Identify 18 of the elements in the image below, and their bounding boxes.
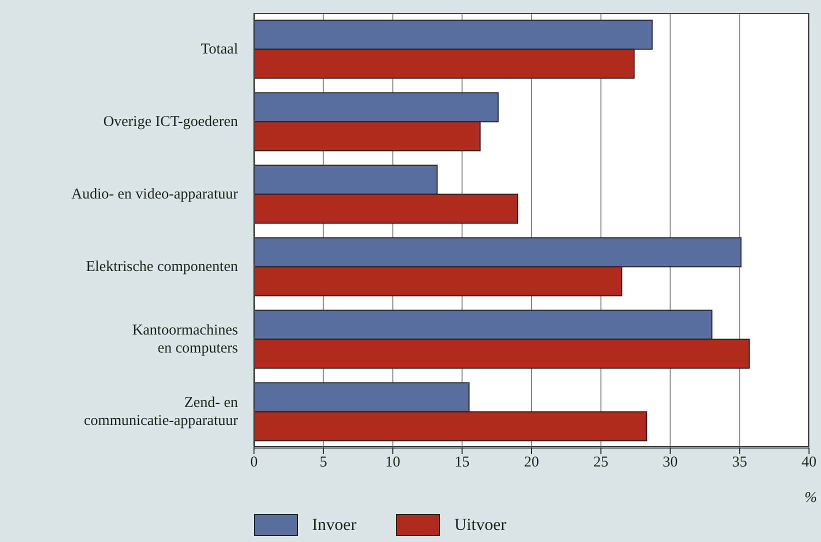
x-tick-label: 20 <box>524 454 539 471</box>
y-tick-label: Audio- en video-apparatuur <box>71 186 238 202</box>
x-tick-label: 40 <box>802 454 816 471</box>
y-tick-label: Kantoormachines en computers <box>132 322 238 356</box>
legend-label: Invoer <box>312 515 356 535</box>
x-tick-label: 25 <box>593 454 608 471</box>
x-tick-label: 10 <box>385 454 400 471</box>
x-tick-label: 0 <box>250 454 258 471</box>
x-tick-label: 15 <box>454 454 470 471</box>
y-tick-label: Zend- en communicatie-apparatuur <box>84 394 238 429</box>
x-tick-label: 35 <box>732 454 748 471</box>
x-tick-label: 5 <box>320 454 328 471</box>
legend-label: Uitvoer <box>454 515 506 535</box>
y-tick-label: Overige ICT-goederen <box>103 114 238 130</box>
x-tick-label: 30 <box>662 454 678 471</box>
y-tick-label: Totaal <box>200 41 238 58</box>
y-tick-label: Elektrische componenten <box>86 258 238 275</box>
x-axis-title: % <box>804 490 817 507</box>
